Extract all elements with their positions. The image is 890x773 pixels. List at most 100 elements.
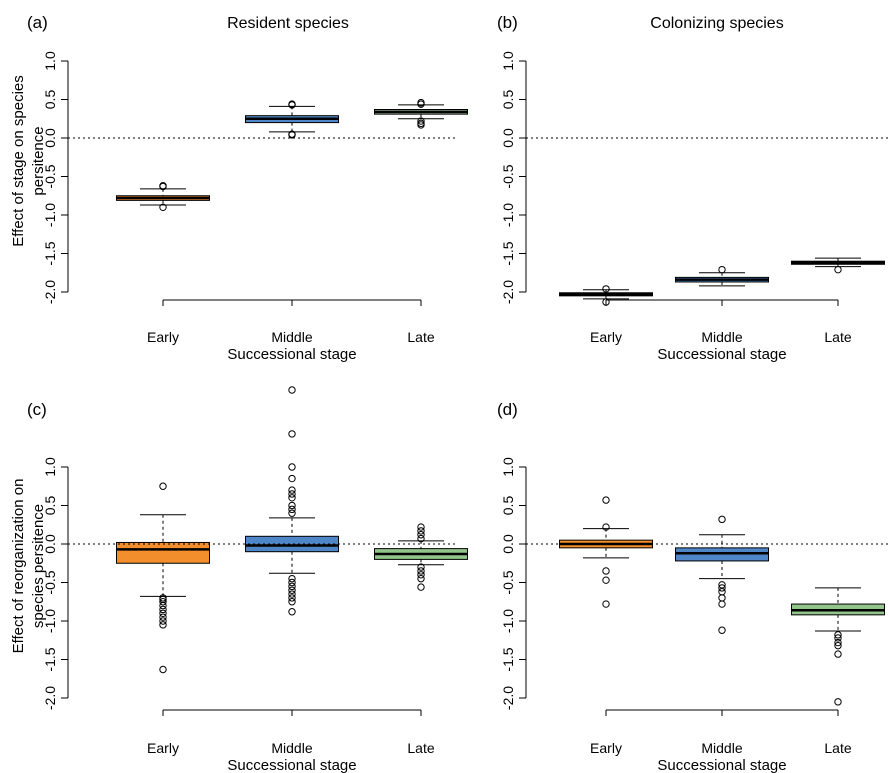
- outlier-point: [288, 582, 296, 591]
- y-tick-label: 1.0: [42, 51, 58, 71]
- box-late: [791, 257, 885, 274]
- y-tick-label: 1.0: [500, 51, 516, 71]
- y-tick-label: -1.0: [42, 203, 58, 227]
- outlier-point: [718, 588, 726, 596]
- outlier-point: [288, 501, 296, 510]
- outlier-point: [602, 567, 610, 575]
- x-axis-title: Successional stage: [657, 346, 786, 363]
- outlier-point: [718, 600, 726, 608]
- outlier-point: [417, 574, 425, 583]
- box-early: [116, 182, 210, 212]
- panel-label: (b): [497, 13, 518, 32]
- y-tick-label: -1.5: [42, 241, 58, 265]
- panel-d: (d) 1.0 0.5 0.0 -0.5 -1.0 -1.5 -2.0 Early Middle L…: [497, 400, 890, 773]
- y-tick-label: -0.5: [500, 164, 516, 188]
- outlier-point: [834, 698, 842, 706]
- y-tick-label: -1.5: [500, 241, 516, 265]
- outlier-point: [834, 265, 842, 274]
- outlier-point: [718, 265, 726, 274]
- outlier-point: [417, 531, 425, 539]
- x-tick-label-late: Late: [407, 740, 434, 756]
- outlier-point: [159, 601, 167, 610]
- outlier-point: [288, 430, 296, 438]
- x-tick-label-middle: Middle: [271, 329, 312, 345]
- outlier-point: [417, 534, 425, 543]
- outlier-point: [288, 590, 296, 598]
- box-early: [116, 482, 210, 674]
- outlier-point: [417, 571, 425, 579]
- outlier-point: [718, 594, 726, 602]
- outlier-point: [288, 463, 296, 471]
- y-tick-label: 0.5: [500, 496, 516, 516]
- outlier-point: [288, 608, 296, 616]
- panel-label: (a): [27, 13, 48, 32]
- outlier-point: [288, 598, 296, 606]
- box-late: [791, 587, 885, 706]
- y-axis-title-bottom-line1: Effect of reorganization on: [10, 479, 27, 654]
- panel-c: (c) 1.0 0.5 0.0 -0.5 -1.0 -1.5 -2.0 Early Middle L…: [27, 386, 468, 773]
- panel-title: Colonizing species: [650, 15, 783, 32]
- y-tick-label: -1.0: [500, 203, 516, 227]
- y-tick-label: -0.5: [500, 570, 516, 594]
- y-tick-label: -0.5: [42, 570, 58, 594]
- outlier-point: [159, 609, 167, 617]
- x-tick-label-late: Late: [407, 329, 434, 345]
- y-tick-label: 0.0: [500, 128, 516, 148]
- outlier-point: [159, 598, 167, 606]
- outlier-point: [834, 634, 842, 642]
- outlier-point: [288, 574, 296, 583]
- x-tick-label-early: Early: [590, 329, 622, 345]
- y-axis-title-top-line1: Effect of stage on species: [10, 75, 27, 247]
- y-tick-label: -1.0: [500, 609, 516, 633]
- box-middle: [245, 386, 339, 616]
- y-tick-label: -1.5: [42, 647, 58, 671]
- y-tick-label: -0.5: [42, 164, 58, 188]
- outlier-point: [288, 586, 296, 594]
- outlier-point: [159, 665, 167, 674]
- x-tick-label-late: Late: [824, 740, 851, 756]
- y-tick-label: 0.0: [42, 534, 58, 554]
- outlier-point: [718, 584, 726, 592]
- y-tick-label: 0.5: [500, 90, 516, 110]
- x-axis-title: Successional stage: [657, 757, 786, 773]
- outlier-point: [602, 523, 610, 531]
- x-tick-label-middle: Middle: [701, 329, 742, 345]
- outlier-point: [602, 576, 610, 584]
- x-tick-label-middle: Middle: [701, 740, 742, 756]
- panel-title: Resident species: [227, 15, 349, 32]
- outlier-point: [159, 482, 167, 490]
- panel-a: (a) Resident species 1.0 0.5 0.0 -0.5 -1.0 -1.5…: [27, 13, 468, 363]
- outlier-point: [602, 600, 610, 608]
- y-tick-label: 0.0: [42, 128, 58, 148]
- y-tick-label: 1.0: [42, 457, 58, 477]
- y-tick-label: -2.0: [500, 686, 516, 710]
- outlier-point: [288, 578, 296, 587]
- box-late: [374, 523, 468, 591]
- box-early: [559, 285, 653, 306]
- y-tick-label: -2.0: [500, 280, 516, 304]
- outlier-point: [602, 285, 610, 293]
- outlier-point: [718, 515, 726, 524]
- outlier-point: [834, 650, 842, 658]
- y-tick-label: -2.0: [42, 686, 58, 710]
- panel-b: (b) Colonizing species 1.0 0.5 0.0 -0.5 -1.0 -1…: [497, 13, 890, 363]
- y-axis-title-bottom-line2: species persitence: [30, 504, 47, 628]
- outlier-point: [288, 509, 296, 517]
- y-tick-label: -1.5: [500, 647, 516, 671]
- outlier-point: [834, 631, 842, 639]
- x-axis-title: Successional stage: [227, 346, 356, 363]
- y-tick-label: 0.5: [42, 90, 58, 110]
- x-tick-label-early: Early: [590, 740, 622, 756]
- y-tick-label: -2.0: [42, 280, 58, 304]
- y-tick-label: 0.5: [42, 496, 58, 516]
- outlier-point: [159, 613, 167, 621]
- outlier-point: [159, 621, 167, 629]
- outlier-point: [417, 121, 425, 129]
- x-tick-label-early: Early: [147, 740, 179, 756]
- box-middle: [245, 100, 339, 139]
- x-tick-label-late: Late: [824, 329, 851, 345]
- outlier-point: [834, 638, 842, 647]
- x-tick-label-middle: Middle: [271, 740, 312, 756]
- outlier-point: [417, 567, 425, 575]
